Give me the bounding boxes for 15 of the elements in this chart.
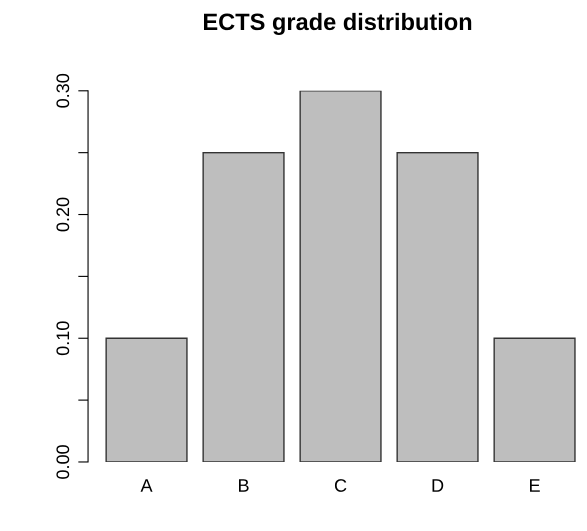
x-tick-label: E — [530, 479, 540, 492]
x-tick-label: A — [140, 479, 153, 492]
bar — [105, 338, 188, 462]
bar — [396, 152, 479, 462]
bar — [202, 152, 285, 462]
y-tick-label: 0.10 — [56, 321, 70, 356]
bar — [493, 338, 576, 462]
chart-title: ECTS grade distribution — [204, 12, 472, 35]
y-tick-label: 0.00 — [56, 445, 70, 479]
y-tick-label: 0.30 — [56, 74, 70, 108]
x-tick-label: D — [432, 479, 444, 492]
bar — [299, 90, 382, 462]
x-tick-label: C — [334, 479, 346, 492]
y-tick-label: 0.20 — [56, 198, 70, 232]
x-tick-label: B — [239, 479, 249, 492]
